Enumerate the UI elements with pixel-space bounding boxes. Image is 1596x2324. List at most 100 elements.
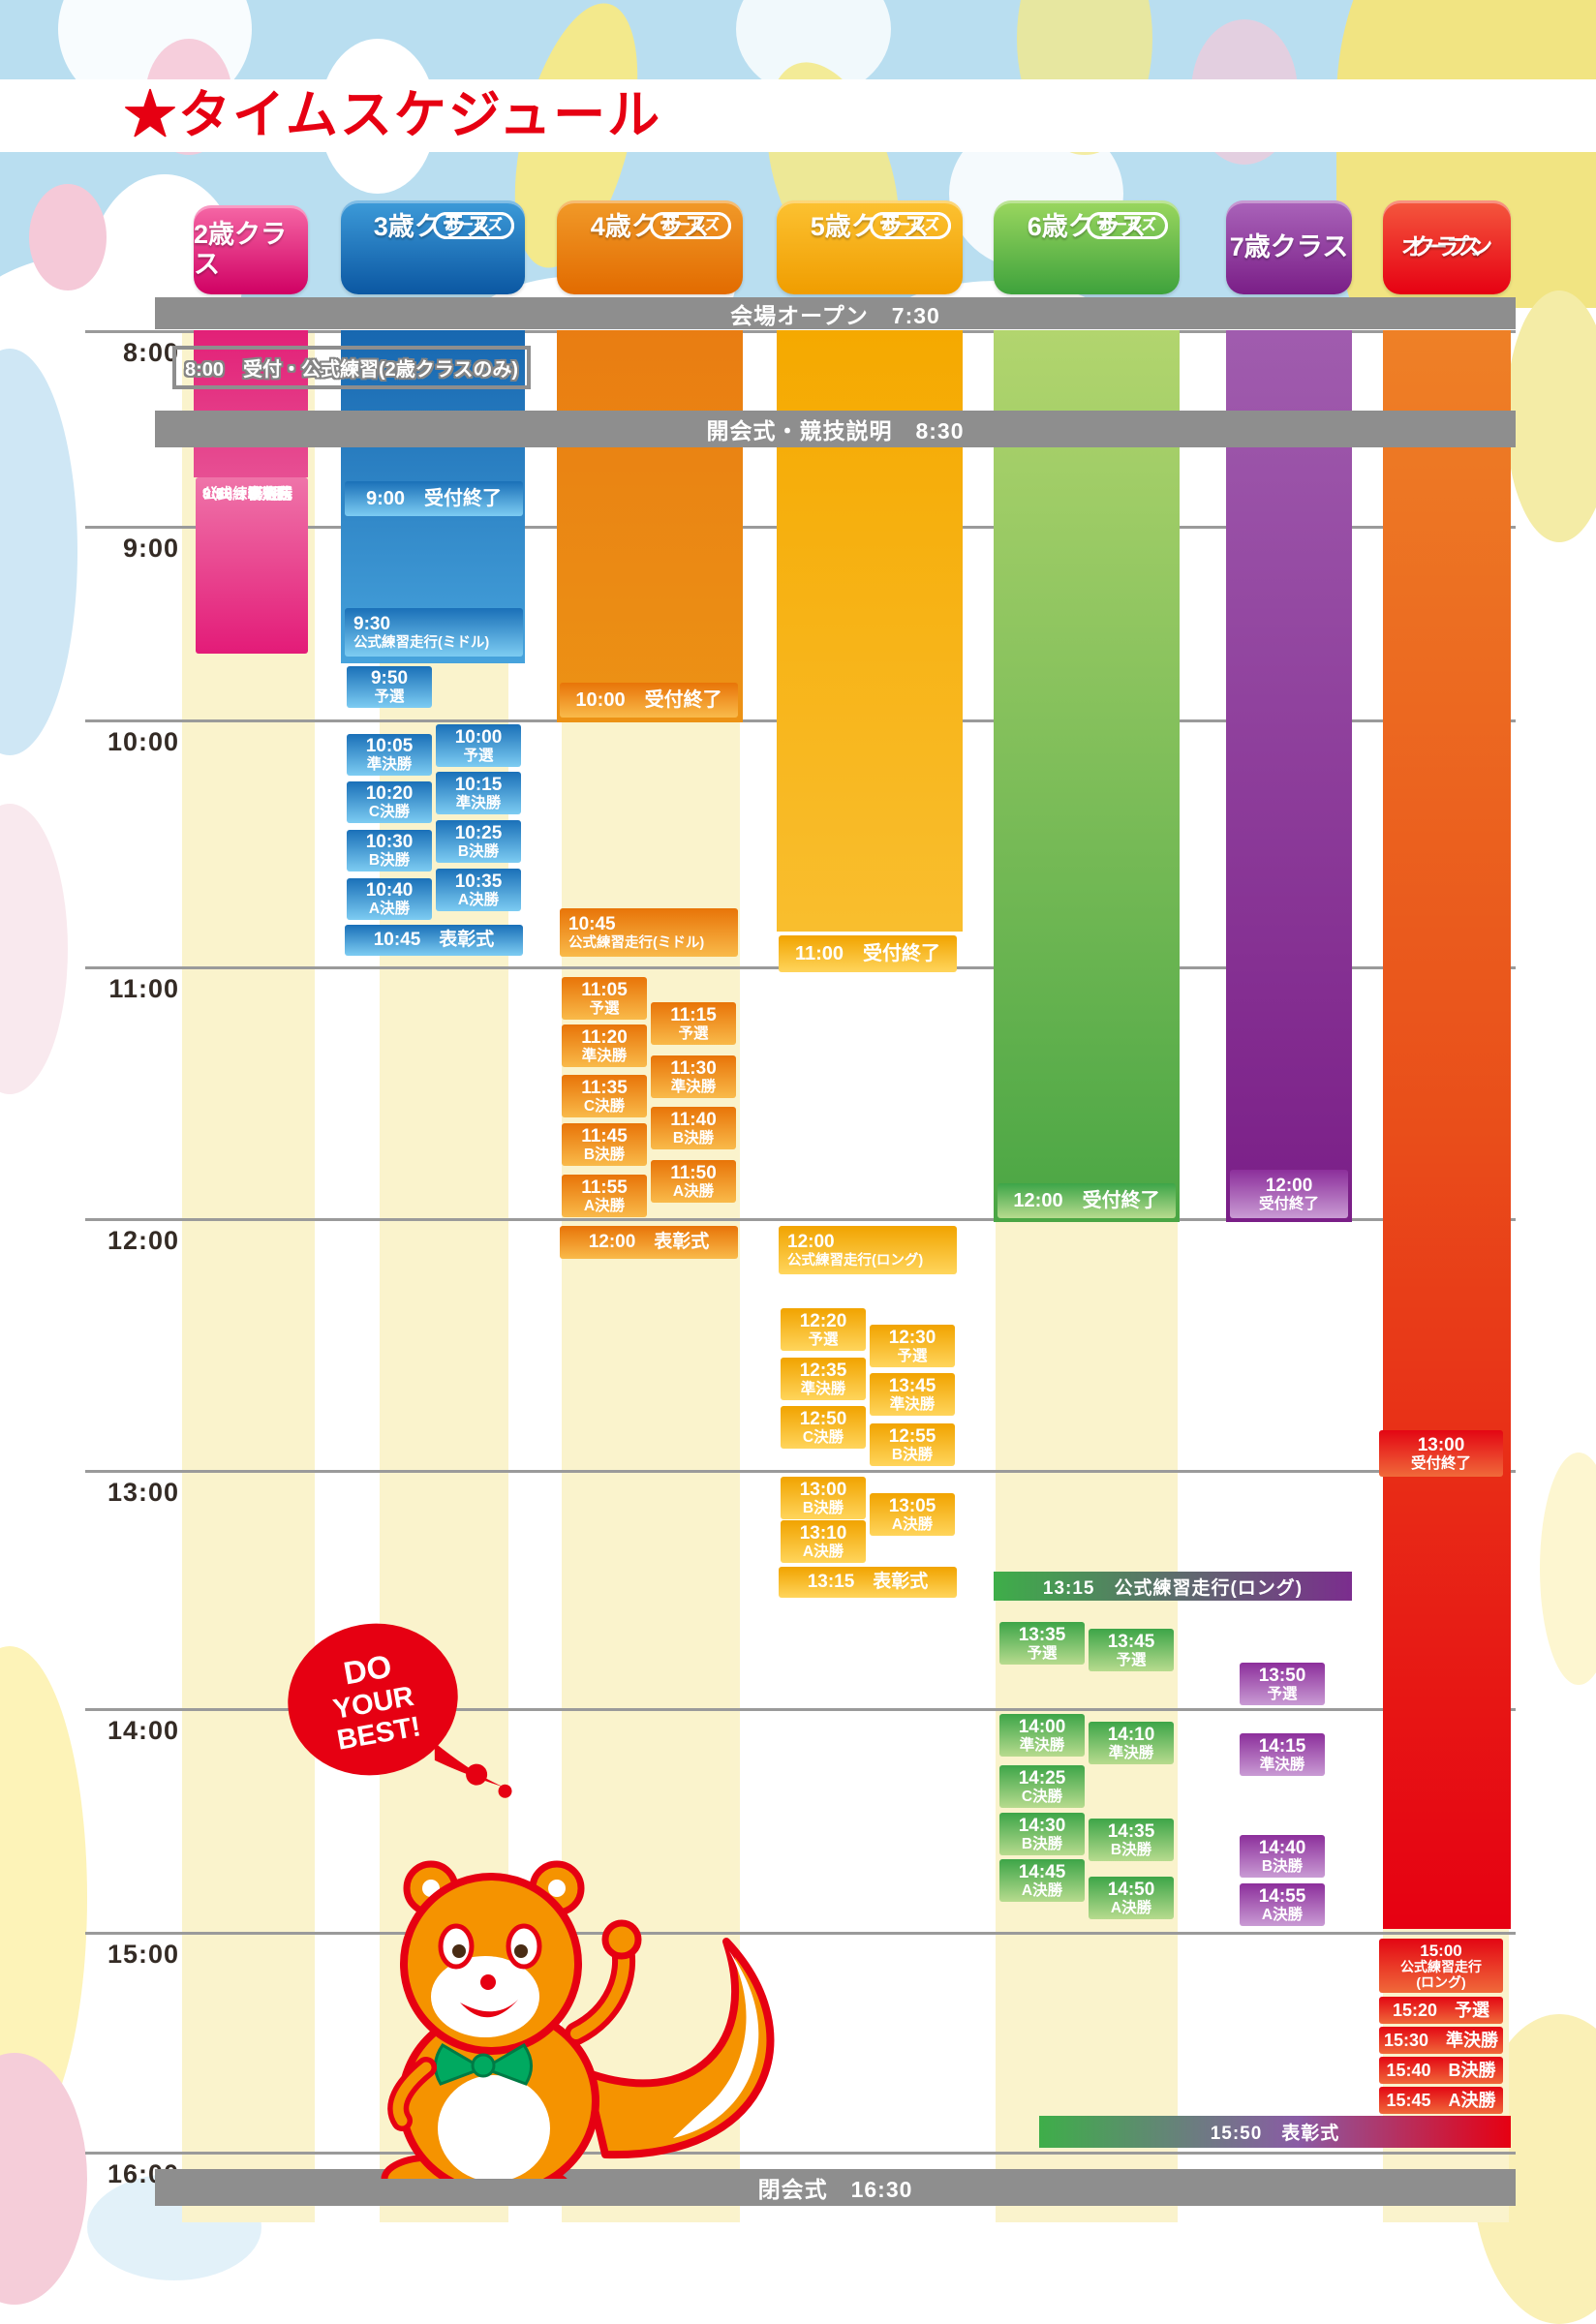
event-box: 14:25 C決勝 [999,1765,1085,1808]
banner-practice-long-6-7: 13:15 公式練習走行(ロング) [994,1572,1352,1601]
event-box: 10:45 公式練習走行(ミドル) [560,908,738,957]
column-band-active-age6 [994,330,1180,1222]
event-time: 15:40 B決勝 [1386,2060,1496,2080]
event-stage: 予選 [808,1330,839,1348]
class-header-label: クラス [1412,233,1482,260]
event-stage: 公式練習走行(ミドル) [568,934,705,951]
event-time: 13:15 表彰式 [807,1572,929,1593]
schedule-panel-age2: 8:50 公式練習走行 （ショート） 9:00 予選 9:10 準決勝 9:20 B決勝 9… [196,477,308,654]
class-header-age2: 2歳クラス [194,205,308,294]
event-box: 11:15 予選 [651,1002,736,1045]
paint-splash [1506,290,1596,542]
event-stage: A決勝 [1021,1881,1063,1899]
event-time: 9:00 受付終了 [365,487,503,509]
mascot-character [381,1860,775,2216]
event-time: 10:15 [454,774,503,795]
event-box: 15:45 A決勝 [1379,2087,1503,2114]
event-time: 11:45 [581,1125,628,1147]
event-time: 15:20 予選 [1392,2000,1490,2020]
paint-splash [0,804,68,1094]
event-stage: A決勝 [672,1182,715,1200]
subgroup-pill: ガールズ [433,212,515,239]
event-box: 14:40 B決勝 [1240,1835,1325,1878]
event-time: 10:45 表彰式 [373,930,495,951]
class-header-inner: 4歳クラス ボーイズ ガールズ [557,200,743,294]
event-time: 14:15 [1258,1735,1306,1757]
hour-label: 11:00 [108,974,179,1003]
event-stage: 予選 [463,747,494,764]
event-stage: B決勝 [1021,1835,1063,1852]
class-header-inner: 7歳クラス [1226,200,1352,294]
event-stage: A決勝 [802,1543,844,1560]
event-stage: 準決勝 [889,1395,936,1413]
event-time: 10:05 [365,736,414,757]
event-box: 12:00 受付終了 [998,1183,1176,1218]
schedule-panel-line: 9:25 A決勝 [202,486,289,503]
event-box: 14:50 A決勝 [1089,1877,1174,1919]
event-time: 12:00 受付終了 [1013,1189,1160,1211]
event-box: 13:35 予選 [999,1622,1085,1665]
event-box: 14:45 A決勝 [999,1859,1085,1902]
event-box: 13:45 準決勝 [870,1373,955,1416]
event-box: 12:00 受付終了 [1230,1170,1348,1218]
event-box: 13:10 A決勝 [781,1520,866,1563]
event-box: 10:25 B決勝 [436,820,521,863]
event-time: 11:05 [581,979,628,1000]
event-box: 11:30 準決勝 [651,1055,736,1098]
event-box: 14:55 A決勝 [1240,1883,1325,1926]
event-box: 10:20 C決勝 [347,781,432,823]
hour-gridline [85,1470,1516,1473]
event-stage: A決勝 [368,901,411,918]
column-band-active-open [1383,330,1511,1929]
event-time: 10:35 [454,871,503,892]
class-header-label: 2歳クラス [194,219,288,279]
column-band-active-age7 [1226,330,1352,1222]
event-stage: C決勝 [802,1428,844,1446]
event-time: 9:50 [370,668,409,689]
banner-opening-ceremony: 開会式・競技説明 8:30 [155,411,1516,447]
event-box: 11:40 B決勝 [651,1107,736,1149]
class-header-age4: 4歳クラス ボーイズ ガールズ [557,200,743,294]
event-time: 9:30 [353,614,391,635]
event-time: 11:20 [581,1026,628,1048]
event-stage: A決勝 [891,1515,934,1533]
event-time: 11:30 [670,1057,717,1079]
event-box: 10:05 準決勝 [347,734,432,776]
banner-awards-1550: 15:50 表彰式 [1039,2116,1511,2148]
event-time: 14:55 [1258,1885,1306,1907]
event-stage: 準決勝 [1108,1744,1154,1761]
class-header-inner: 5歳クラス ボーイズ ガールズ [777,200,963,294]
event-time: 14:35 [1107,1820,1155,1842]
event-time: 15:30 準決勝 [1383,2030,1499,2050]
event-stage: B決勝 [368,852,411,870]
column-band-active-age4 [557,330,743,722]
event-box: 13:50 予選 [1240,1663,1325,1705]
event-stage: 受付終了 [1410,1454,1471,1472]
mascot-illustration: DO YOUR BEST! [228,1598,828,2216]
event-time: 10:00 [454,726,503,748]
event-stage: B決勝 [1261,1857,1304,1875]
banner-venue-open: 会場オープン 7:30 [155,297,1516,329]
schedule-panel-line: 9:00 予選 [202,486,278,503]
event-time: 13:00 [799,1479,847,1500]
hour-label: 13:00 [107,1478,179,1507]
event-time: 10:45 [568,914,616,935]
event-stage: 準決勝 [366,756,413,774]
event-stage: (ロング) [1416,1973,1466,1990]
event-box: 12:20 予選 [781,1308,866,1351]
event-stage: C決勝 [368,804,411,821]
event-box: 11:35 C決勝 [562,1075,647,1117]
event-time: 12:35 [799,1360,847,1381]
event-stage: 準決勝 [455,794,502,811]
class-header-age3: 3歳クラス ボーイズ ガールズ [341,200,525,294]
event-box: 10:30 B決勝 [347,830,432,872]
hour-gridline [85,2152,1516,2155]
event-box: 11:50 A決勝 [651,1160,736,1203]
speech-bubble-text: DO [341,1647,394,1691]
event-stage: 予選 [897,1347,928,1364]
event-box: 10:45 表彰式 [345,925,523,956]
event-stage: 予選 [1267,1685,1298,1702]
event-stage: 受付終了 [1258,1195,1319,1212]
event-time: 12:00 表彰式 [588,1232,710,1253]
